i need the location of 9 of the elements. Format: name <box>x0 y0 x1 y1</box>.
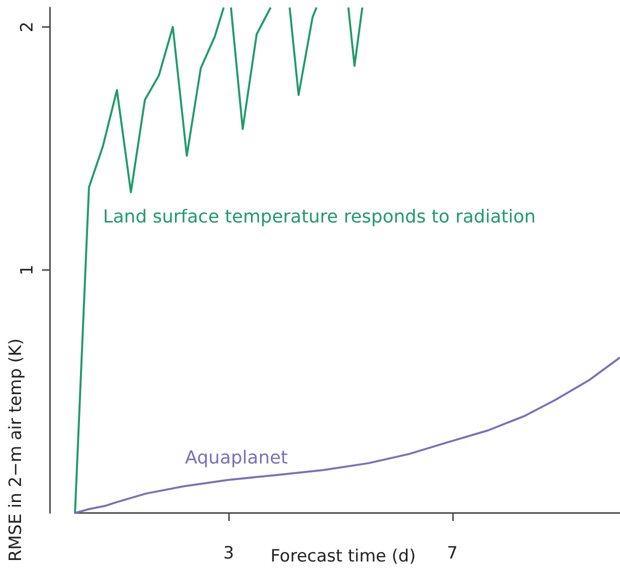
series-label: Aquaplanet <box>185 448 288 468</box>
x-axis-title: Forecast time (d) <box>270 546 416 566</box>
y-axis-title: RMSE in 2−m air temp (K) <box>6 338 26 562</box>
y-tick-label: 1 <box>18 264 38 276</box>
series-label: Land surface temperature responds to radiation <box>103 206 536 228</box>
x-tick-label: 3 <box>223 544 234 564</box>
line-series <box>74 356 620 514</box>
y-tick-label: 2 <box>18 22 38 32</box>
x-tick-label: 7 <box>446 544 458 564</box>
